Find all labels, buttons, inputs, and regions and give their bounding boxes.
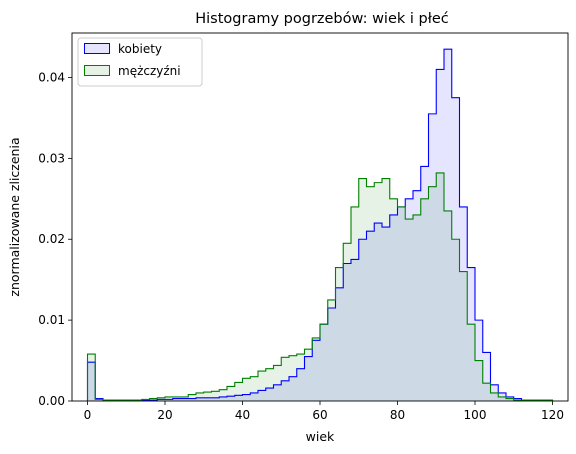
- y-tick-label: 0.04: [38, 70, 65, 84]
- legend-label-1: mężczyźni: [118, 64, 181, 78]
- chart-title: Histogramy pogrzebów: wiek i płeć: [195, 11, 449, 27]
- x-tick-label: 20: [157, 408, 172, 422]
- x-tick-label: 120: [541, 408, 564, 422]
- series-fills: [87, 49, 553, 402]
- x-tick-label: 40: [235, 408, 250, 422]
- y-tick-label: 0.03: [38, 151, 65, 165]
- y-tick-label: 0.00: [38, 394, 65, 408]
- x-axis-ticks: 0 20 40 60 80 100 120: [84, 401, 564, 422]
- x-tick-label: 100: [464, 408, 487, 422]
- legend-swatch-1: [84, 65, 110, 76]
- x-tick-label: 60: [312, 408, 327, 422]
- legend-label-0: kobiety: [118, 42, 162, 56]
- y-tick-label: 0.01: [38, 313, 65, 327]
- series-steps: [86, 48, 554, 401]
- series-fill-1: [87, 172, 553, 401]
- y-axis-label: znormalizowane zliczenia: [7, 137, 22, 296]
- x-axis-label: wiek: [306, 429, 335, 444]
- y-tick-label: 0.02: [38, 232, 65, 246]
- y-axis-ticks: 0.00 0.01 0.02 0.03 0.04: [38, 70, 72, 408]
- legend: kobiety mężczyźni: [77, 37, 203, 87]
- legend-swatch-0: [84, 43, 110, 54]
- x-tick-label: 80: [390, 408, 405, 422]
- series-step-1: [86, 172, 554, 401]
- x-tick-label: 0: [84, 408, 92, 422]
- series-fill-0: [87, 49, 553, 402]
